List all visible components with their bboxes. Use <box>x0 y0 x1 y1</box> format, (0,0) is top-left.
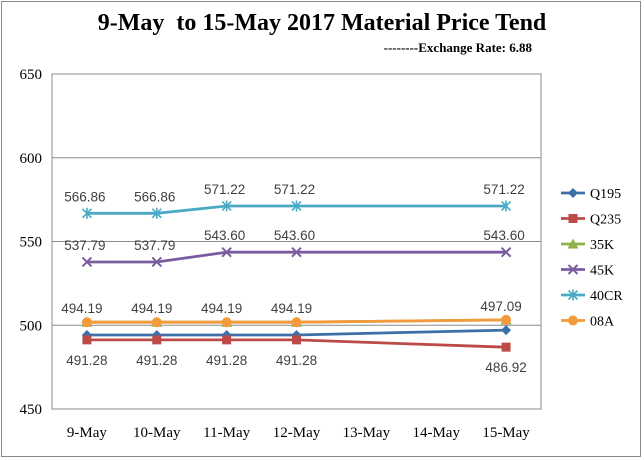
legend-label: Q195 <box>590 187 621 202</box>
data-label: 494.19 <box>61 301 102 316</box>
legend-label: 40CR <box>590 289 623 304</box>
data-point-q235 <box>222 335 232 345</box>
data-label: 543.60 <box>483 228 524 243</box>
series-08a <box>81 314 512 328</box>
x-tick-label: 13-May <box>343 425 391 441</box>
y-tick-label: 650 <box>20 67 43 83</box>
data-label: 566.86 <box>64 189 105 204</box>
data-label: 566.86 <box>134 189 175 204</box>
data-point-08a <box>81 317 92 328</box>
series-q235 <box>82 335 511 352</box>
data-point-45k <box>151 256 162 268</box>
data-point-45k <box>221 247 232 258</box>
x-tick-label: 11-May <box>203 425 250 441</box>
data-label: 571.22 <box>204 182 245 197</box>
chart-title: 9-May to 15-May 2017 Material Price Tend <box>97 10 547 36</box>
legend-marker-q235 <box>568 214 578 223</box>
data-label: 537.79 <box>64 238 105 253</box>
x-tick-label: 12-May <box>273 425 321 441</box>
data-label: 486.92 <box>485 360 526 375</box>
data-labels: 491.28 491.28 491.28 491.28 486.92 537.79 537.… <box>61 182 526 375</box>
data-point-08a <box>291 317 302 328</box>
data-point-45k <box>81 256 93 268</box>
x-tick-label: 10-May <box>133 425 181 441</box>
data-label: 497.09 <box>480 299 521 314</box>
y-tick-label: 450 <box>20 402 43 418</box>
data-label: 543.60 <box>274 228 315 243</box>
data-label: 491.28 <box>136 353 177 368</box>
data-point-08a <box>151 317 162 328</box>
data-point-q235 <box>82 335 92 345</box>
legend-marker-40cr <box>567 289 579 301</box>
data-point-40cr <box>151 207 162 219</box>
data-point-q235 <box>501 342 511 352</box>
legend-label: 35K <box>590 238 614 253</box>
x-tick-label: 14-May <box>412 425 460 441</box>
data-label: 571.22 <box>274 182 315 197</box>
data-point-q235 <box>152 335 162 345</box>
legend-item-40cr: 40CR <box>561 289 623 304</box>
legend-item-q195: Q195 <box>561 187 621 202</box>
y-tick-label: 600 <box>20 151 43 167</box>
data-point-45k <box>291 247 302 258</box>
data-point-45k <box>500 247 512 258</box>
series-layer <box>81 200 512 352</box>
legend-label: 45K <box>590 264 614 279</box>
data-point-40cr <box>501 200 512 212</box>
data-label: 571.22 <box>483 182 524 197</box>
legend-marker-q195 <box>568 188 578 198</box>
y-tick-label: 500 <box>20 318 43 334</box>
data-point-q195 <box>501 325 512 336</box>
legend-label: Q235 <box>590 213 621 228</box>
legend-label: 08A <box>590 315 615 330</box>
series-45k <box>81 247 512 268</box>
chart-subtitle: --------Exchange Rate: 6.88 <box>383 40 532 55</box>
y-tick-label: 550 <box>20 235 43 251</box>
y-axis-ticks: 450 500 550 600 650 <box>20 67 43 418</box>
data-label: 494.19 <box>271 301 312 316</box>
legend-marker-08a <box>568 315 578 326</box>
data-label: 537.79 <box>134 238 175 253</box>
data-point-08a <box>501 314 512 325</box>
x-tick-label: 15-May <box>482 425 530 441</box>
data-label: 491.28 <box>66 353 107 368</box>
data-point-40cr <box>291 200 302 212</box>
data-label: 491.28 <box>276 353 317 368</box>
legend-item-q235: Q235 <box>561 213 621 228</box>
data-point-40cr <box>81 207 92 219</box>
data-label: 543.60 <box>204 228 245 243</box>
data-label: 491.28 <box>206 353 247 368</box>
legend: Q195 Q235 35K 45K 40CR 08A <box>561 187 623 330</box>
legend-item-08a: 08A <box>561 315 615 330</box>
legend-marker-45k <box>567 264 579 275</box>
legend-item-45k: 45K <box>561 264 614 279</box>
data-point-40cr <box>221 200 232 212</box>
x-axis-ticks: 9-May 10-May 11-May 12-May 13-May 14-May 15-Ma… <box>67 425 530 441</box>
data-label: 494.19 <box>201 301 242 316</box>
series-40cr <box>81 200 512 219</box>
legend-marker-35k <box>567 238 579 249</box>
x-tick-label: 9-May <box>67 425 107 441</box>
data-point-08a <box>221 317 232 328</box>
legend-item-35k: 35K <box>561 238 614 253</box>
data-point-q235 <box>292 335 301 345</box>
data-label: 494.19 <box>131 301 172 316</box>
